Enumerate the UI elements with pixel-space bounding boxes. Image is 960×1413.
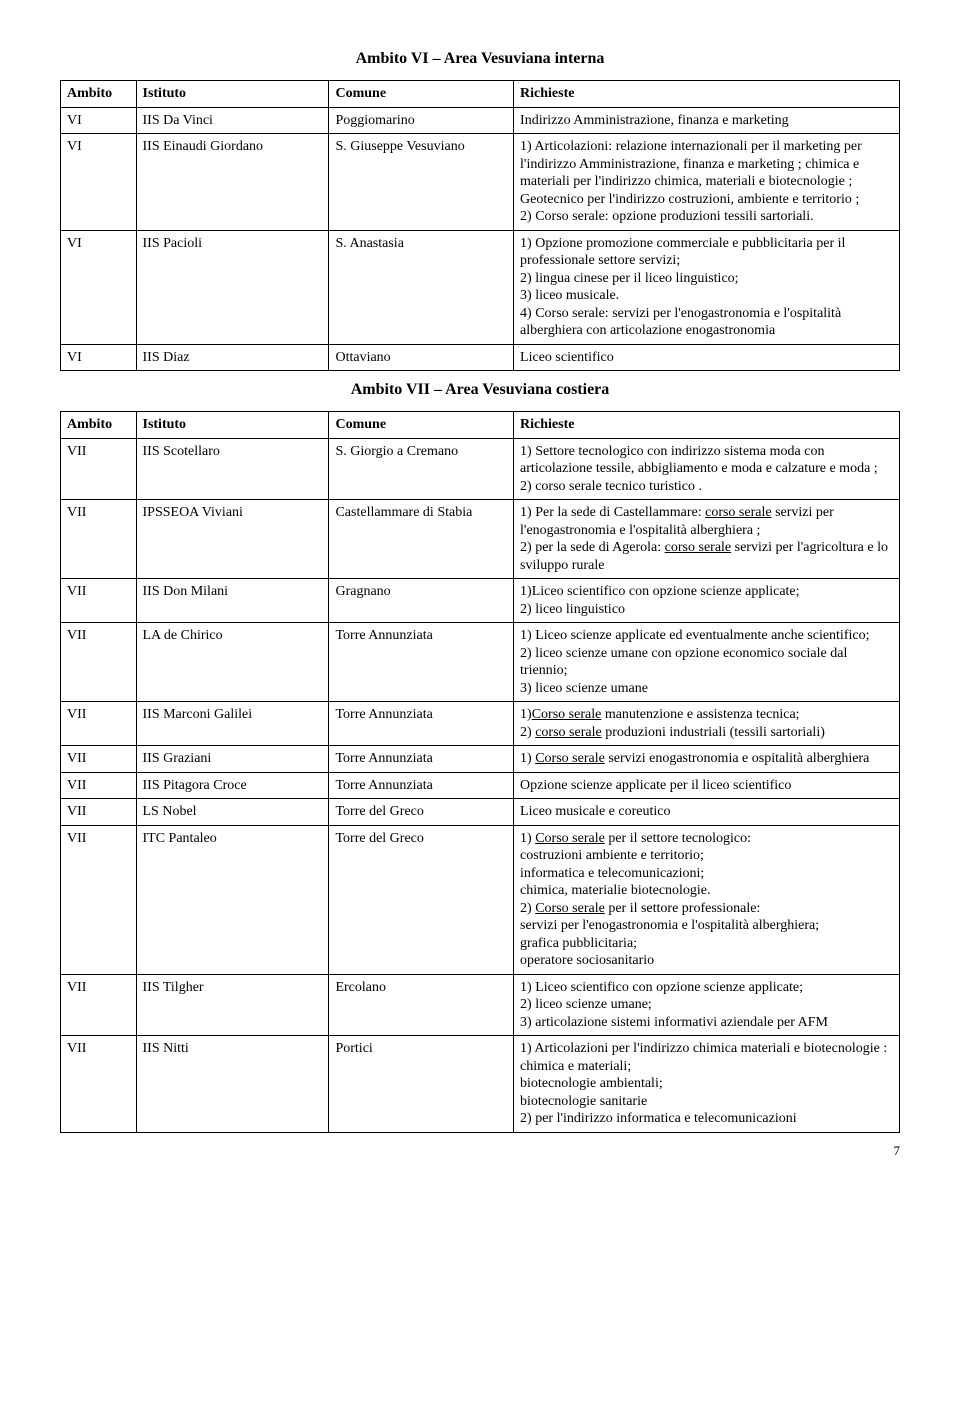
table-cell: Torre Annunziata [329,702,514,746]
table-cell: 1) Articolazioni: relazione internaziona… [514,134,900,231]
table-cell: VII [61,438,137,500]
table-cell: 1) Settore tecnologico con indirizzo sis… [514,438,900,500]
table-cell: Portici [329,1036,514,1133]
table-cell: VII [61,799,137,826]
table-cell: VII [61,702,137,746]
section-title-1: Ambito VI – Area Vesuviana interna [60,50,900,68]
table-cell: 1) Opzione promozione commerciale e pubb… [514,230,900,344]
table-row: VIIIIS ScotellaroS. Giorgio a Cremano1) … [61,438,900,500]
table-row: VIIIIS NittiPortici1) Articolazioni per … [61,1036,900,1133]
table-cell: VII [61,772,137,799]
table-cell: VII [61,746,137,773]
table-cell: 1) Per la sede di Castellammare: corso s… [514,500,900,579]
table-ambito-6: Ambito Istituto Comune Richieste VIIIS D… [60,80,900,371]
table-cell: Torre Annunziata [329,746,514,773]
table-cell: VII [61,1036,137,1133]
table-cell: 1) Liceo scienze applicate ed eventualme… [514,623,900,702]
table-cell: IIS Graziani [136,746,329,773]
table-cell: LS Nobel [136,799,329,826]
table-cell: 1)Corso serale manutenzione e assistenza… [514,702,900,746]
table-cell: Torre Annunziata [329,623,514,702]
table-cell: VII [61,579,137,623]
table-row: VIIIIS Don MilaniGragnano1)Liceo scienti… [61,579,900,623]
table-cell: ITC Pantaleo [136,825,329,974]
page-number: 7 [60,1143,900,1159]
table-row: VIILS NobelTorre del GrecoLiceo musicale… [61,799,900,826]
table-cell: IIS Einaudi Giordano [136,134,329,231]
table-cell: IIS Da Vinci [136,107,329,134]
col-comune: Comune [329,412,514,439]
table-cell: Liceo scientifico [514,344,900,371]
table-cell: 1)Liceo scientifico con opzione scienze … [514,579,900,623]
table-cell: Opzione scienze applicate per il liceo s… [514,772,900,799]
table-row: VIIIS PacioliS. Anastasia1) Opzione prom… [61,230,900,344]
table-cell: LA de Chirico [136,623,329,702]
table-cell: S. Anastasia [329,230,514,344]
table-cell: IIS Pitagora Croce [136,772,329,799]
table-cell: 1) Corso serale servizi enogastronomia e… [514,746,900,773]
table-cell: Indirizzo Amministrazione, finanza e mar… [514,107,900,134]
table-cell: Torre del Greco [329,799,514,826]
table-cell: VI [61,344,137,371]
table-cell: VII [61,825,137,974]
table-cell: Castellammare di Stabia [329,500,514,579]
table-cell: VI [61,107,137,134]
table-cell: Poggiomarino [329,107,514,134]
table-cell: IPSSEOA Viviani [136,500,329,579]
table-row: VIIIIS TilgherErcolano1) Liceo scientifi… [61,974,900,1036]
table-row: VIIIS Einaudi GiordanoS. Giuseppe Vesuvi… [61,134,900,231]
col-comune: Comune [329,81,514,108]
col-istituto: Istituto [136,81,329,108]
table-cell: IIS Pacioli [136,230,329,344]
table-row: VIIIIS Pitagora CroceTorre AnnunziataOpz… [61,772,900,799]
table-header-row: Ambito Istituto Comune Richieste [61,412,900,439]
table-cell: VII [61,974,137,1036]
col-richieste: Richieste [514,81,900,108]
table-cell: Ottaviano [329,344,514,371]
table-row: VIIIPSSEOA VivianiCastellammare di Stabi… [61,500,900,579]
table-cell: VII [61,500,137,579]
table-cell: Liceo musicale e coreutico [514,799,900,826]
table-cell: VII [61,623,137,702]
table-header-row: Ambito Istituto Comune Richieste [61,81,900,108]
col-istituto: Istituto [136,412,329,439]
table-row: VIIIS DiazOttavianoLiceo scientifico [61,344,900,371]
table-cell: S. Giuseppe Vesuviano [329,134,514,231]
table-cell: IIS Nitti [136,1036,329,1133]
table-cell: VI [61,134,137,231]
col-ambito: Ambito [61,412,137,439]
table-cell: IIS Don Milani [136,579,329,623]
table-cell: S. Giorgio a Cremano [329,438,514,500]
table-cell: IIS Marconi Galilei [136,702,329,746]
table-row: VIIIS Da VinciPoggiomarinoIndirizzo Ammi… [61,107,900,134]
table-cell: IIS Tilgher [136,974,329,1036]
section-title-2: Ambito VII – Area Vesuviana costiera [60,381,900,399]
table-row: VIIITC PantaleoTorre del Greco1) Corso s… [61,825,900,974]
table-cell: 1) Liceo scientifico con opzione scienze… [514,974,900,1036]
table-row: VIILA de ChiricoTorre Annunziata1) Liceo… [61,623,900,702]
table-cell: Torre del Greco [329,825,514,974]
col-richieste: Richieste [514,412,900,439]
table-cell: 1) Articolazioni per l'indirizzo chimica… [514,1036,900,1133]
table-cell: VI [61,230,137,344]
col-ambito: Ambito [61,81,137,108]
table-cell: IIS Diaz [136,344,329,371]
table-row: VIIIIS Marconi GalileiTorre Annunziata1)… [61,702,900,746]
table-cell: Ercolano [329,974,514,1036]
table-cell: 1) Corso serale per il settore tecnologi… [514,825,900,974]
table-cell: Gragnano [329,579,514,623]
table-cell: Torre Annunziata [329,772,514,799]
table-ambito-7: Ambito Istituto Comune Richieste VIIIIS … [60,411,900,1133]
table-cell: IIS Scotellaro [136,438,329,500]
table-row: VIIIIS GrazianiTorre Annunziata1) Corso … [61,746,900,773]
